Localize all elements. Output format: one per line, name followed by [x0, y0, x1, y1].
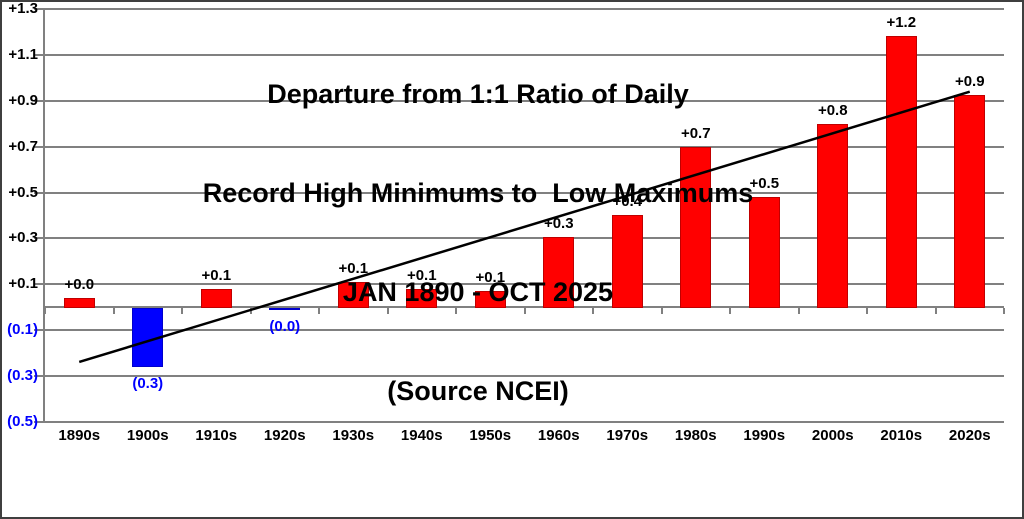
y-axis-tick	[34, 374, 45, 377]
x-axis-tick	[934, 308, 937, 314]
y-axis-label: (0.1)	[7, 320, 38, 338]
gridline	[45, 420, 1004, 423]
y-axis-label: +0.5	[8, 183, 38, 201]
bar-2010s	[885, 35, 917, 308]
x-axis-label: 1920s	[263, 427, 306, 444]
y-axis-tick	[34, 328, 45, 331]
bar-2000s	[817, 123, 849, 308]
x-axis-label: 1960s	[537, 427, 580, 444]
bar-value-label: +0.9	[954, 73, 985, 91]
y-axis-tick	[34, 99, 45, 102]
x-axis-label: 1980s	[674, 427, 717, 444]
bar-value-label: +0.8	[817, 101, 848, 119]
y-axis-tick	[34, 8, 45, 11]
y-axis-label: (0.3)	[7, 366, 38, 384]
y-axis-label: +0.1	[8, 275, 38, 293]
y-axis-tick	[34, 420, 45, 423]
x-axis-label: 2000s	[811, 427, 854, 444]
x-axis-label: 1990s	[743, 427, 786, 444]
chart-title: Departure from 1:1 Ratio of Daily Record…	[148, 12, 808, 474]
x-axis-label: 1930s	[332, 427, 375, 444]
x-axis-label: 1900s	[126, 427, 169, 444]
x-axis-label: 2020s	[948, 427, 991, 444]
chart-title-line-1: Departure from 1:1 Ratio of Daily	[267, 79, 689, 109]
x-axis-tick	[866, 308, 868, 314]
chart-title-line-3: JAN 1890 - OCT 2025	[342, 277, 614, 307]
x-axis-label: 1970s	[606, 427, 649, 444]
gridline	[45, 374, 1004, 377]
y-axis-label: +0.7	[8, 137, 38, 155]
bar-1890s	[63, 297, 95, 308]
x-axis-label: 1950s	[469, 427, 512, 444]
y-axis-tick	[34, 237, 45, 240]
bar-value-label: +0.0	[64, 275, 95, 293]
x-axis-label: 1890s	[58, 427, 101, 444]
x-axis-tick	[1003, 308, 1005, 314]
y-axis-label: +1.1	[8, 46, 38, 64]
y-axis-line	[43, 8, 45, 423]
y-axis-tick	[34, 283, 45, 286]
x-axis-tick	[112, 308, 115, 314]
bar-value-label: +1.2	[886, 13, 917, 31]
y-axis-label: +1.3	[8, 0, 38, 18]
y-axis-tick	[34, 54, 45, 57]
bar-2020s	[954, 95, 986, 308]
gridline	[45, 8, 1004, 11]
chart-title-line-4: (Source NCEI)	[387, 376, 569, 406]
x-axis-label: 2010s	[880, 427, 923, 444]
y-axis-tick	[34, 191, 45, 194]
y-axis-label: +0.9	[8, 91, 38, 109]
x-axis-tick	[44, 308, 46, 314]
x-axis-label: 1910s	[195, 427, 238, 444]
y-axis-label: (0.5)	[7, 412, 38, 430]
x-axis-label: 1940s	[400, 427, 443, 444]
chart-title-line-2: Record High Minimums to Low Maximums	[202, 178, 754, 208]
gridline	[45, 54, 1004, 57]
y-axis-tick	[34, 145, 45, 148]
y-axis-label: +0.3	[8, 229, 38, 247]
bar-value-label: (0.3)	[132, 374, 164, 392]
